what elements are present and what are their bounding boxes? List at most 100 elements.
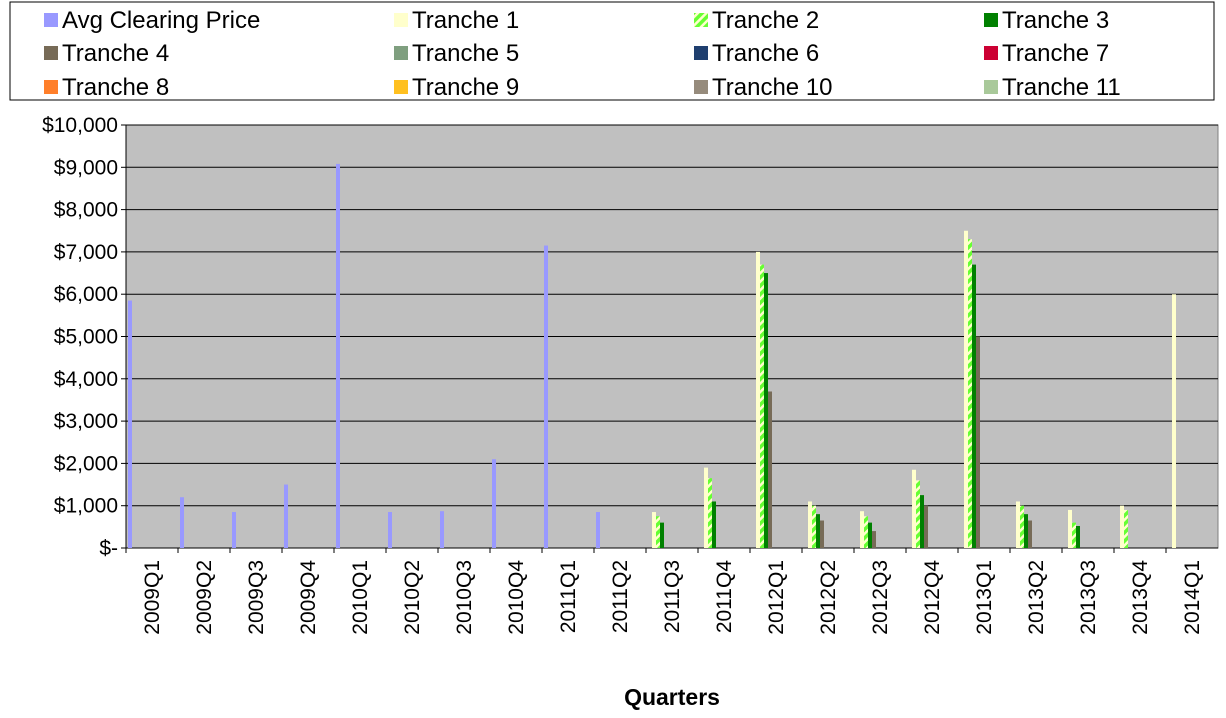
bar	[968, 239, 972, 548]
bar	[916, 480, 920, 548]
bar	[808, 501, 812, 548]
x-tick-label: 2011Q2	[609, 560, 632, 633]
y-tick-label: $7,000	[54, 241, 118, 264]
legend-label: Avg Clearing Price	[62, 7, 260, 34]
legend-swatch	[694, 13, 708, 27]
x-tick-label: 2013Q2	[1025, 560, 1048, 635]
x-tick-label: 2014Q1	[1181, 560, 1204, 635]
bar	[912, 469, 916, 548]
bar	[976, 336, 980, 548]
bar	[704, 467, 708, 548]
legend-box	[9, 1, 1215, 101]
bar	[652, 512, 656, 548]
bar	[812, 505, 816, 548]
bar	[388, 512, 392, 548]
x-tick-label: 2010Q3	[453, 560, 476, 635]
x-tick-label: 2009Q4	[297, 560, 320, 635]
y-tick-label: $6,000	[54, 283, 118, 306]
bar	[1020, 505, 1024, 548]
y-tick-label: $-	[99, 537, 118, 560]
bar	[964, 230, 968, 548]
legend-swatch	[394, 80, 408, 94]
bar	[1072, 522, 1076, 548]
x-tick-label: 2009Q2	[193, 560, 216, 635]
y-tick-label: $8,000	[54, 199, 118, 222]
bar	[284, 484, 288, 548]
legend-swatch	[44, 13, 58, 27]
bar	[596, 512, 600, 548]
bar	[656, 516, 660, 548]
x-tick-label: 2012Q3	[869, 560, 892, 635]
legend-label: Tranche 10	[712, 74, 833, 101]
bar	[544, 245, 548, 548]
bar	[764, 273, 768, 548]
bar	[492, 459, 496, 548]
legend-label: Tranche 2	[712, 7, 819, 34]
bar	[1024, 514, 1028, 548]
legend-swatch	[984, 80, 998, 94]
legend-swatch	[44, 46, 58, 60]
bar	[128, 300, 132, 548]
bar	[1028, 520, 1032, 548]
legend-swatch	[394, 46, 408, 60]
bar	[868, 522, 872, 548]
y-tick-label: $5,000	[54, 326, 118, 349]
bar	[760, 264, 764, 548]
bar	[180, 497, 184, 548]
x-tick-label: 2011Q4	[713, 560, 736, 633]
x-tick-label: 2011Q3	[661, 560, 684, 633]
x-tick-label: 2012Q2	[817, 560, 840, 635]
legend-label: Tranche 4	[62, 40, 169, 67]
x-tick-label: 2013Q4	[1129, 560, 1152, 635]
legend-swatch	[44, 80, 58, 94]
bar	[864, 516, 868, 548]
x-axis-title: Quarters	[624, 684, 720, 710]
bar	[816, 514, 820, 548]
bar	[1120, 505, 1124, 548]
legend-label: Tranche 8	[62, 74, 169, 101]
legend-label: Tranche 6	[712, 40, 819, 67]
bar	[1068, 509, 1072, 548]
legend-swatch	[694, 46, 708, 60]
y-tick-label: $9,000	[54, 156, 118, 179]
bar	[756, 251, 760, 548]
legend-swatch	[394, 13, 408, 27]
bar	[920, 495, 924, 548]
y-tick-label: $10,000	[42, 114, 118, 137]
x-tick-label: 2013Q1	[973, 560, 996, 635]
bar	[712, 501, 716, 548]
bar	[820, 520, 824, 548]
bar	[708, 478, 712, 548]
bar	[336, 163, 340, 548]
y-tick-label: $2,000	[54, 452, 118, 475]
legend-label: Tranche 7	[1002, 40, 1109, 67]
bar	[872, 531, 876, 548]
bar	[440, 511, 444, 548]
bar	[1172, 294, 1176, 548]
legend-swatch	[984, 13, 998, 27]
bar	[768, 391, 772, 548]
legend-label: Tranche 1	[412, 7, 519, 34]
x-tick-label: 2012Q4	[921, 560, 944, 635]
legend-label: Tranche 11	[1002, 74, 1121, 101]
bar	[1076, 526, 1080, 548]
bar	[660, 522, 664, 548]
legend-swatch	[694, 80, 708, 94]
x-tick-label: 2009Q1	[141, 560, 164, 635]
x-tick-label: 2010Q1	[349, 560, 372, 635]
x-tick-label: 2011Q1	[557, 560, 580, 633]
bar	[972, 264, 976, 548]
legend-swatch	[984, 46, 998, 60]
legend-label: Tranche 5	[412, 40, 519, 67]
x-tick-label: 2012Q1	[765, 560, 788, 635]
x-tick-label: 2009Q3	[245, 560, 268, 635]
y-tick-label: $4,000	[54, 368, 118, 391]
legend-label: Tranche 3	[1002, 7, 1109, 34]
y-tick-label: $1,000	[54, 495, 118, 518]
legend-label: Tranche 9	[412, 74, 519, 101]
bar	[1124, 509, 1128, 548]
y-tick-label: $3,000	[54, 410, 118, 433]
bar	[232, 512, 236, 548]
x-tick-label: 2010Q2	[401, 560, 424, 635]
